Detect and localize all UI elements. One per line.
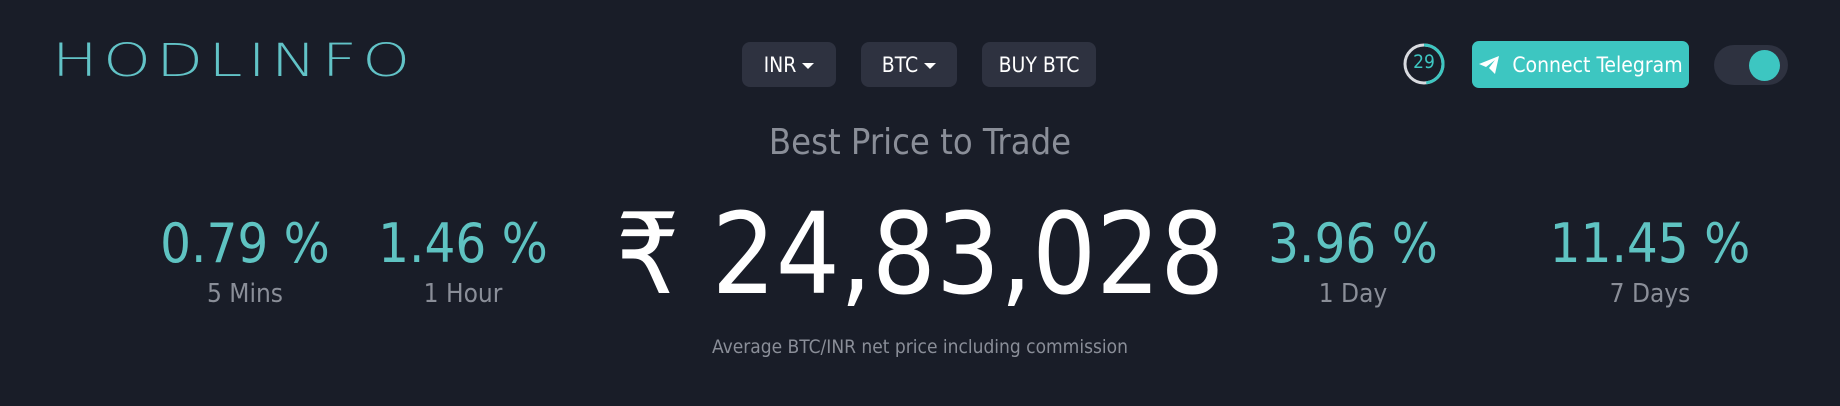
stat-label: 7 Days [1609,279,1691,309]
stat-value: 1.46 % [378,212,548,275]
toggle-knob [1749,50,1780,81]
price-caption: Average BTC/INR net price including comm… [712,336,1128,358]
theme-toggle[interactable] [1714,45,1788,85]
stat-value: 3.96 % [1268,212,1438,275]
currency-dropdown-label: INR [763,52,797,77]
timer-ring-icon [1403,43,1445,85]
crypto-dropdown-label: BTC [881,52,919,77]
stat-7-days: 11.45 % 7 Days [1500,211,1800,311]
stat-value: 0.79 % [160,212,330,275]
connect-telegram-button[interactable]: Connect Telegram [1472,41,1689,88]
refresh-timer: 29 [1402,42,1446,86]
stat-label: 1 Hour [423,279,503,309]
chevron-down-icon [802,62,815,69]
buy-btc-label: BUY BTC [998,52,1080,77]
page-subtitle: Best Price to Trade [768,122,1072,163]
stat-label: 1 Day [1318,279,1388,309]
logo[interactable]: HODLINFO [52,34,416,87]
stat-1-day: 3.96 % 1 Day [1203,211,1503,311]
currency-dropdown[interactable]: INR [742,42,836,87]
best-price: ₹ 24,83,028 [615,190,1225,320]
stat-1-hour: 1.46 % 1 Hour [313,211,613,311]
timer-value: 29 [1413,51,1435,73]
buy-btc-button[interactable]: BUY BTC [982,42,1096,87]
chevron-down-icon [924,62,937,69]
telegram-icon [1479,55,1500,74]
stat-5-mins: 0.79 % 5 Mins [95,211,395,311]
stat-value: 11.45 % [1549,212,1751,275]
crypto-dropdown[interactable]: BTC [861,42,957,87]
stat-label: 5 Mins [206,279,283,309]
connect-telegram-label: Connect Telegram [1512,52,1683,77]
